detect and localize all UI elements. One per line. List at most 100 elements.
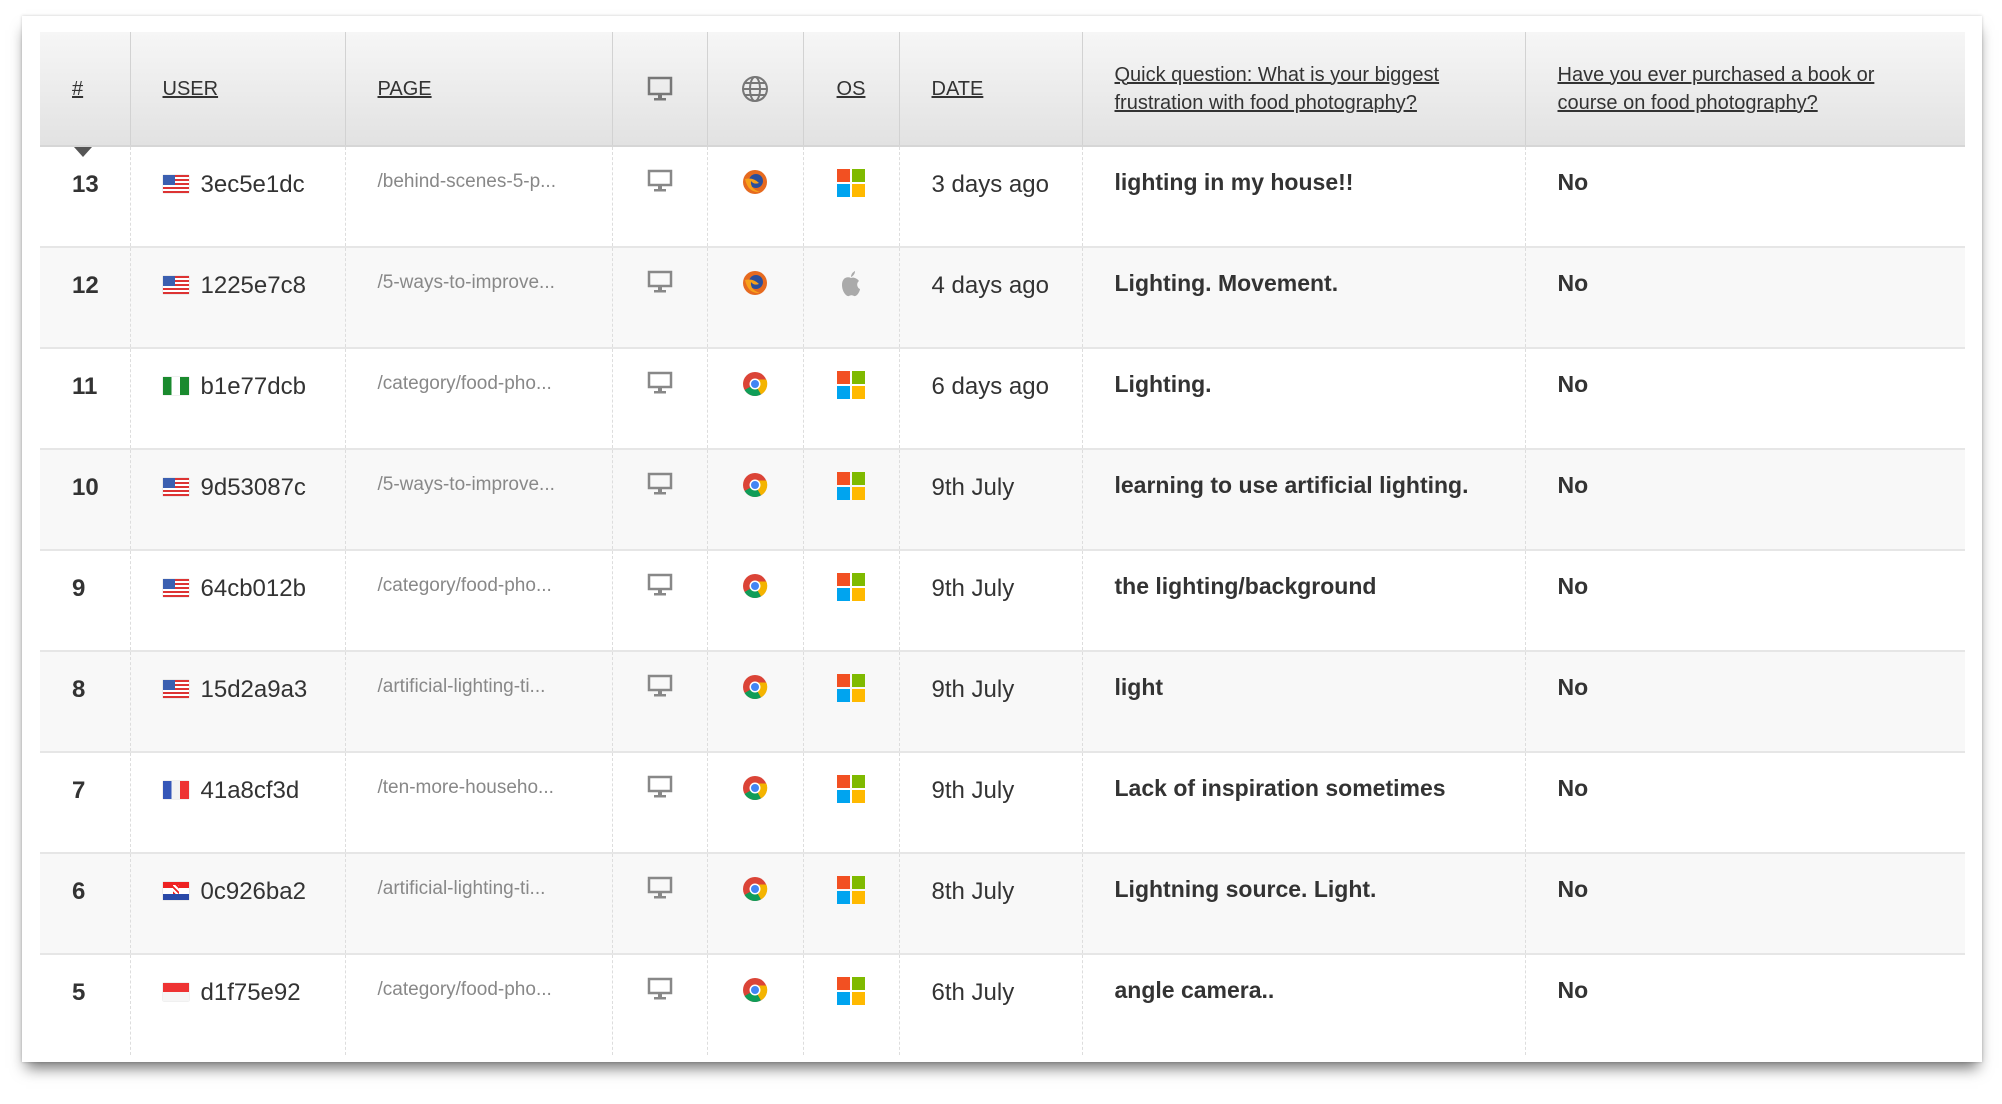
browser-cell [707, 954, 804, 1055]
row-number: 11 [40, 348, 131, 449]
firefox-icon [742, 270, 768, 303]
row-number: 5 [40, 954, 131, 1055]
flag-us-icon [162, 477, 189, 496]
chrome-icon [742, 573, 768, 606]
table-row[interactable]: 9 64cb012b/category/food-pho... 9th July th… [40, 550, 1965, 651]
header-page[interactable]: PAGE [345, 32, 613, 147]
sort-user-link[interactable]: USER [162, 77, 219, 100]
header-q2[interactable]: Have you ever purchased a book or course… [1525, 32, 1965, 147]
browser-cell [707, 348, 804, 449]
page-cell[interactable]: /category/food-pho... [345, 954, 613, 1055]
browser-cell [707, 550, 804, 651]
browser-cell [707, 146, 804, 247]
user-id[interactable]: 0c926ba2 [200, 878, 306, 905]
firefox-icon [742, 169, 768, 202]
page-cell[interactable]: /artificial-lighting-ti... [345, 853, 613, 954]
user-cell[interactable]: 9d53087c [130, 449, 346, 550]
flag-ng-icon [162, 376, 189, 395]
responses-card: # USER PAGE OS DATE Quick question: What… [22, 16, 1982, 1062]
device-cell [612, 550, 708, 651]
header-os[interactable]: OS [803, 32, 900, 147]
windows-icon [837, 674, 865, 709]
q1-answer: angle camera.. [1082, 954, 1526, 1055]
q1-answer: Lack of inspiration sometimes [1082, 752, 1526, 853]
sort-page-link[interactable]: PAGE [377, 77, 432, 100]
page-cell[interactable]: /ten-more-househo... [345, 752, 613, 853]
user-id[interactable]: d1f75e92 [200, 979, 301, 1006]
table-row[interactable]: 10 9d53087c/5-ways-to-improve... 9th July l… [40, 449, 1965, 550]
q2-answer: No [1557, 977, 1589, 1003]
header-device[interactable] [612, 32, 708, 147]
windows-icon [837, 472, 865, 507]
header-row: # USER PAGE OS DATE Quick question: What… [40, 32, 1965, 157]
user-cell[interactable]: 1225e7c8 [130, 247, 346, 348]
user-cell[interactable]: 15d2a9a3 [130, 651, 346, 752]
sort-q1-link[interactable]: Quick question: What is your biggest fru… [1114, 63, 1440, 114]
chrome-icon [742, 775, 768, 808]
header-browser[interactable] [707, 32, 804, 147]
device-cell [612, 247, 708, 348]
device-cell [612, 146, 708, 247]
globe-icon[interactable] [741, 75, 769, 103]
device-cell [612, 449, 708, 550]
user-cell[interactable]: 3ec5e1dc [130, 146, 346, 247]
q1-answer: the lighting/background [1082, 550, 1526, 651]
sort-os-link[interactable]: OS [836, 77, 866, 100]
q1-answer: Lightning source. Light. [1082, 853, 1526, 954]
page-cell[interactable]: /behind-scenes-5-p... [345, 146, 613, 247]
responses-table: # USER PAGE OS DATE Quick question: What… [40, 32, 1965, 1055]
sort-date-link[interactable]: DATE [931, 77, 984, 100]
q2-answer: No [1557, 775, 1589, 801]
user-id[interactable]: 3ec5e1dc [200, 171, 305, 198]
page-cell[interactable]: /category/food-pho... [345, 348, 613, 449]
windows-icon [837, 169, 865, 204]
table-row[interactable]: 11 b1e77dcb/category/food-pho... 6 days ag… [40, 348, 1965, 449]
flag-us-icon [162, 174, 189, 193]
table-row[interactable]: 7 41a8cf3d/ten-more-househo... 9th July Lac… [40, 752, 1965, 853]
table-row[interactable]: 6 0c926ba2/artificial-lighting-ti... 8th J… [40, 853, 1965, 954]
desktop-icon[interactable] [647, 76, 673, 102]
os-cell [803, 651, 900, 752]
q1-answer: light [1082, 651, 1526, 752]
user-cell[interactable]: 41a8cf3d [130, 752, 346, 853]
desktop-icon [647, 573, 673, 604]
page-cell[interactable]: /category/food-pho... [345, 550, 613, 651]
q2-answer: No [1557, 674, 1589, 700]
device-cell [612, 651, 708, 752]
page-cell[interactable]: /5-ways-to-improve... [345, 247, 613, 348]
flag-hr-icon [162, 881, 189, 900]
table-row[interactable]: 13 3ec5e1dc/behind-scenes-5-p... 3 days ag… [40, 146, 1965, 247]
windows-icon [837, 573, 865, 608]
header-user[interactable]: USER [130, 32, 346, 147]
date-cell: 3 days ago [899, 146, 1083, 247]
user-id[interactable]: 1225e7c8 [200, 272, 306, 299]
user-id[interactable]: 9d53087c [200, 474, 306, 501]
page-cell[interactable]: /artificial-lighting-ti... [345, 651, 613, 752]
date-cell: 4 days ago [899, 247, 1083, 348]
user-cell[interactable]: 64cb012b [130, 550, 346, 651]
user-id[interactable]: 15d2a9a3 [200, 676, 308, 703]
table-row[interactable]: 5 d1f75e92/category/food-pho... 6th July an… [40, 954, 1965, 1055]
page-cell[interactable]: /5-ways-to-improve... [345, 449, 613, 550]
user-id[interactable]: b1e77dcb [200, 373, 306, 400]
os-cell [803, 146, 900, 247]
sort-num-link[interactable]: # [72, 77, 84, 100]
sort-q2-link[interactable]: Have you ever purchased a book or course… [1557, 63, 1875, 114]
os-cell [803, 752, 900, 853]
os-cell [803, 348, 900, 449]
header-date[interactable]: DATE [899, 32, 1083, 147]
windows-icon [837, 775, 865, 810]
user-cell[interactable]: 0c926ba2 [130, 853, 346, 954]
flag-us-icon [162, 275, 189, 294]
user-cell[interactable]: d1f75e92 [130, 954, 346, 1055]
table-row[interactable]: 8 15d2a9a3/artificial-lighting-ti... 9th J… [40, 651, 1965, 752]
user-id[interactable]: 41a8cf3d [200, 777, 300, 804]
table-row[interactable]: 12 1225e7c8/5-ways-to-improve... 4 days ag… [40, 247, 1965, 348]
flag-id-icon [162, 982, 189, 1001]
user-cell[interactable]: b1e77dcb [130, 348, 346, 449]
date-cell: 9th July [899, 550, 1083, 651]
user-id[interactable]: 64cb012b [200, 575, 306, 602]
header-q1[interactable]: Quick question: What is your biggest fru… [1082, 32, 1526, 147]
date-cell: 9th July [899, 449, 1083, 550]
header-num[interactable]: # [40, 32, 131, 157]
